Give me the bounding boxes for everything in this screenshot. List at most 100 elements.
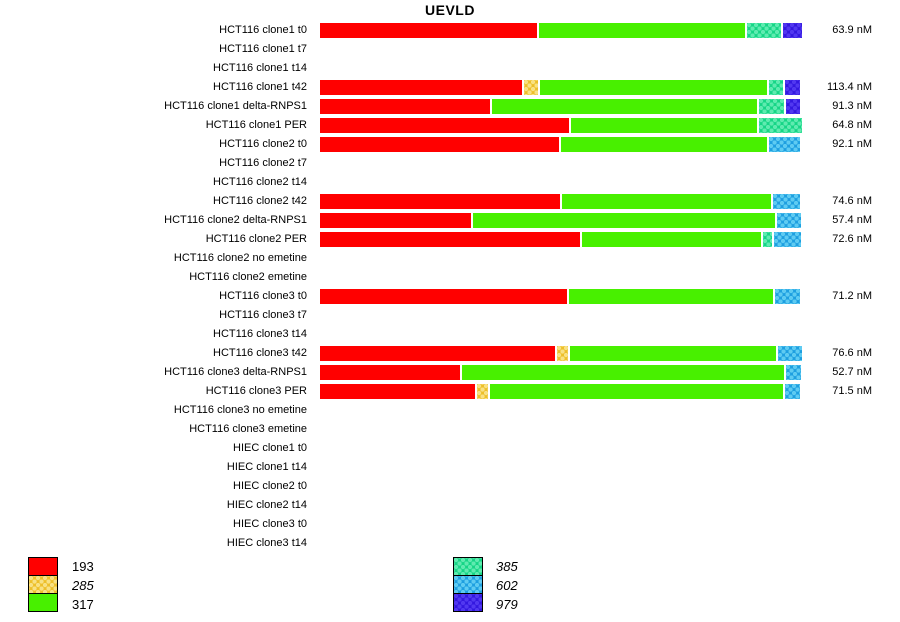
legend-swatch-stack — [453, 557, 483, 612]
bar-segment-385 — [759, 99, 784, 114]
bar-segment-317 — [540, 80, 767, 95]
bar-value-label: 64.8 nM — [832, 119, 872, 131]
legend-swatch-385 — [453, 557, 483, 576]
legend-label-317: 317 — [72, 597, 94, 612]
bar-segment-193 — [320, 99, 490, 114]
row-label: HCT116 clone3 t14 — [213, 328, 307, 340]
legend-swatch-stack — [28, 557, 58, 612]
table-row: HIEC clone2 t14 — [0, 496, 900, 515]
bar-segment-317 — [492, 99, 757, 114]
bar-segment-602 — [774, 232, 801, 247]
bar-value-label: 71.2 nM — [832, 290, 872, 302]
bar-segment-317 — [462, 365, 784, 380]
table-row: HCT116 clone1 t7 — [0, 40, 900, 59]
bar-segment-193 — [320, 194, 560, 209]
legend-label-979: 979 — [496, 597, 518, 612]
row-label: HCT116 clone3 t0 — [219, 290, 307, 302]
bar-segment-602 — [775, 289, 800, 304]
bar-segment-193 — [320, 137, 559, 152]
table-row: HCT116 clone1 t0 63.9 nM — [0, 21, 900, 40]
stacked-bar — [320, 365, 803, 380]
row-label: HCT116 clone3 t42 — [213, 347, 307, 359]
table-row: HCT116 clone2 no emetine — [0, 249, 900, 268]
row-label: HCT116 clone1 t42 — [213, 81, 307, 93]
table-row: HIEC clone3 t14 — [0, 534, 900, 553]
row-label: HCT116 clone3 PER — [205, 385, 307, 397]
table-row: HCT116 clone1 delta-RNPS1 91.3 nM — [0, 97, 900, 116]
bar-segment-285 — [524, 80, 538, 95]
legend-label-stack: 385 602 979 — [496, 557, 518, 614]
stacked-bar — [320, 118, 804, 133]
row-label: HCT116 clone1 t14 — [213, 62, 307, 74]
row-label: HIEC clone2 t0 — [233, 480, 307, 492]
bar-value-label: 74.6 nM — [832, 195, 872, 207]
legend-label-602: 602 — [496, 578, 518, 593]
row-label: HIEC clone1 t0 — [233, 442, 307, 454]
bar-segment-193 — [320, 118, 569, 133]
bar-segment-285 — [477, 384, 488, 399]
bar-segment-979 — [786, 99, 800, 114]
table-row: HCT116 clone1 t42 113.4 nM — [0, 78, 900, 97]
bar-segment-193 — [320, 232, 580, 247]
legend-swatch-285 — [28, 575, 58, 594]
table-row: HCT116 clone2 emetine — [0, 268, 900, 287]
bar-segment-193 — [320, 365, 460, 380]
row-label: HCT116 clone1 t7 — [219, 43, 307, 55]
row-label: HCT116 clone2 t0 — [219, 138, 307, 150]
bar-segment-317 — [561, 137, 767, 152]
bar-segment-317 — [490, 384, 783, 399]
bar-segment-317 — [571, 118, 757, 133]
bar-segment-602 — [785, 384, 800, 399]
table-row: HCT116 clone2 t0 92.1 nM — [0, 135, 900, 154]
bar-segment-193 — [320, 384, 475, 399]
bar-segment-193 — [320, 213, 471, 228]
row-label: HCT116 clone2 PER — [205, 233, 307, 245]
table-row: HIEC clone3 t0 — [0, 515, 900, 534]
bar-segment-285 — [557, 346, 568, 361]
bar-segment-979 — [785, 80, 800, 95]
table-row: HCT116 clone1 t14 — [0, 59, 900, 78]
bar-segment-602 — [773, 194, 800, 209]
legend-label-stack: 193 285 317 — [72, 557, 94, 614]
bar-segment-317 — [473, 213, 775, 228]
table-row: HCT116 clone3 t42 76.6 nM — [0, 344, 900, 363]
bar-segment-193 — [320, 289, 567, 304]
row-label: HCT116 clone2 emetine — [189, 271, 307, 283]
stacked-bar — [320, 346, 804, 361]
bar-value-label: 92.1 nM — [832, 138, 872, 150]
stacked-bar — [320, 194, 802, 209]
bar-value-label: 57.4 nM — [832, 214, 872, 226]
bar-segment-317 — [569, 289, 773, 304]
bar-value-label: 52.7 nM — [832, 366, 872, 378]
legend-label-285: 285 — [72, 578, 94, 593]
legend-swatch-317 — [28, 593, 58, 612]
bar-segment-385 — [763, 232, 772, 247]
table-row: HCT116 clone3 no emetine — [0, 401, 900, 420]
row-label: HCT116 clone2 no emetine — [173, 252, 307, 264]
stacked-bar — [320, 80, 802, 95]
stacked-bar — [320, 137, 802, 152]
table-row: HCT116 clone2 PER 72.6 nM — [0, 230, 900, 249]
chart-title: UEVLD — [425, 2, 475, 18]
legend-label-385: 385 — [496, 559, 518, 574]
bar-segment-602 — [778, 346, 802, 361]
row-label: HCT116 clone3 t7 — [219, 309, 307, 321]
row-label: HCT116 clone3 emetine — [189, 423, 307, 435]
bar-segment-193 — [320, 346, 555, 361]
row-label: HCT116 clone2 delta-RNPS1 — [164, 214, 307, 226]
table-row: HCT116 clone3 delta-RNPS1 52.7 nM — [0, 363, 900, 382]
table-row: HIEC clone2 t0 — [0, 477, 900, 496]
table-row: HCT116 clone2 t14 — [0, 173, 900, 192]
legend-swatch-979 — [453, 593, 483, 612]
table-row: HCT116 clone2 t42 74.6 nM — [0, 192, 900, 211]
legend-swatch-193 — [28, 557, 58, 576]
table-row: HIEC clone1 t14 — [0, 458, 900, 477]
row-label: HCT116 clone1 delta-RNPS1 — [164, 100, 307, 112]
table-row: HIEC clone1 t0 — [0, 439, 900, 458]
table-row: HCT116 clone3 emetine — [0, 420, 900, 439]
bar-segment-193 — [320, 23, 537, 38]
stacked-bar — [320, 232, 803, 247]
row-label: HCT116 clone3 no emetine — [173, 404, 307, 416]
row-label: HIEC clone1 t14 — [226, 461, 307, 473]
